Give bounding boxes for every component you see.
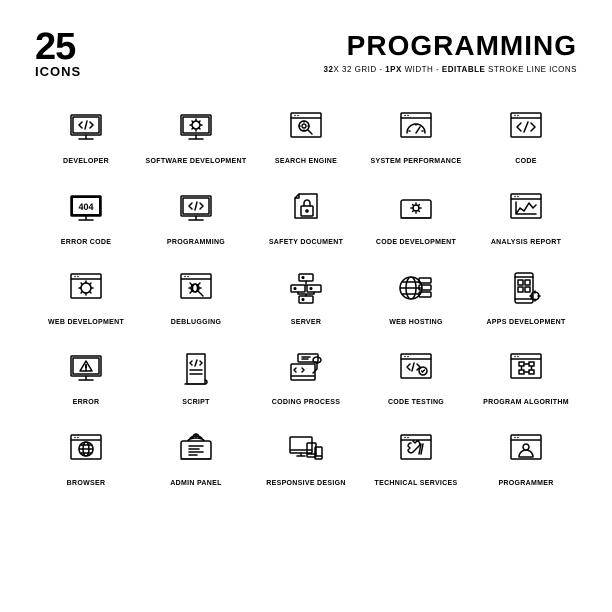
error-code-icon: 404	[62, 185, 110, 233]
icon-label: BROWSER	[67, 480, 106, 488]
admin-panel-icon	[172, 426, 220, 474]
icon-cell: PROGRAMMER	[475, 426, 577, 488]
set-title: PROGRAMMING	[324, 30, 577, 62]
subtitle-part: 1PX	[385, 65, 402, 74]
icon-label: DEBLUGGING	[171, 319, 221, 327]
browser-icon	[62, 426, 110, 474]
subtitle-part: STROKE LINE ICONS	[485, 65, 577, 74]
icon-cell: SERVER	[255, 265, 357, 327]
programmer-icon	[502, 426, 550, 474]
icon-cell: TECHNICAL SERVICES	[365, 426, 467, 488]
icon-label: ADMIN PANEL	[170, 480, 221, 488]
icon-label: CODE TESTING	[388, 399, 444, 407]
icon-label: WEB HOSTING	[389, 319, 442, 327]
debugging-icon	[172, 265, 220, 313]
icon-cell: CODING PROCESS	[255, 345, 357, 407]
program-algorithm-icon	[502, 345, 550, 393]
software-development-icon	[172, 104, 220, 152]
icon-cell: DEVELOPER	[35, 104, 137, 166]
icon-label: WEB DEVELOPMENT	[48, 319, 124, 327]
icon-label: SAFETY DOCUMENT	[269, 239, 343, 247]
icon-cell: PROGRAMMING	[145, 185, 247, 247]
title-block: PROGRAMMING 32X 32 GRID - 1PX WIDTH - ED…	[324, 30, 577, 74]
responsive-design-icon	[282, 426, 330, 474]
icon-label: PROGRAM ALGORITHM	[483, 399, 569, 407]
icon-label: PROGRAMMER	[498, 480, 553, 488]
icon-cell: SCRIPT	[145, 345, 247, 407]
safety-document-icon	[282, 185, 330, 233]
subtitle-part: 32 GRID -	[339, 65, 385, 74]
icon-cell: SYSTEM PERFORMANCE	[365, 104, 467, 166]
icon-count: 25	[35, 30, 81, 64]
icon-cell: ADMIN PANEL	[145, 426, 247, 488]
script-icon	[172, 345, 220, 393]
count-block: 25 ICONS	[35, 30, 81, 79]
icon-cell: RESPONSIVE DESIGN	[255, 426, 357, 488]
svg-text:404: 404	[78, 202, 93, 212]
icon-label: ERROR	[73, 399, 100, 407]
icon-cell: CODE DEVELOPMENT	[365, 185, 467, 247]
icon-label: APPS DEVELOPMENT	[486, 319, 565, 327]
system-performance-icon	[392, 104, 440, 152]
icon-label: PROGRAMMING	[167, 239, 225, 247]
icon-cell: CODE TESTING	[365, 345, 467, 407]
icon-label: ANALYSIS REPORT	[491, 239, 561, 247]
icon-label: SOFTWARE DEVELOPMENT	[146, 158, 247, 166]
search-engine-icon	[282, 104, 330, 152]
icon-label: TECHNICAL SERVICES	[375, 480, 458, 488]
icon-cell: BROWSER	[35, 426, 137, 488]
icon-label: CODING PROCESS	[272, 399, 340, 407]
icon-label: CODE	[515, 158, 536, 166]
server-icon	[282, 265, 330, 313]
programming-icon	[172, 185, 220, 233]
web-hosting-icon	[392, 265, 440, 313]
icon-count-label: ICONS	[35, 64, 81, 79]
icon-cell: WEB HOSTING	[365, 265, 467, 327]
error-icon	[62, 345, 110, 393]
header: 25 ICONS PROGRAMMING 32X 32 GRID - 1PX W…	[35, 30, 577, 79]
icon-label: SYSTEM PERFORMANCE	[371, 158, 462, 166]
subtitle-part: 32	[324, 65, 334, 74]
icon-cell: SEARCH ENGINE	[255, 104, 357, 166]
icon-label: SEARCH ENGINE	[275, 158, 337, 166]
icon-cell: 404 ERROR CODE	[35, 185, 137, 247]
icon-label: ERROR CODE	[61, 239, 111, 247]
technical-services-icon	[392, 426, 440, 474]
subtitle-part: WIDTH -	[402, 65, 442, 74]
icon-cell: CODE	[475, 104, 577, 166]
code-testing-icon	[392, 345, 440, 393]
analysis-report-icon	[502, 185, 550, 233]
icon-label: SERVER	[291, 319, 321, 327]
icon-cell: PROGRAM ALGORITHM	[475, 345, 577, 407]
subtitle-part: EDITABLE	[442, 65, 485, 74]
icon-cell: SAFETY DOCUMENT	[255, 185, 357, 247]
icon-cell: SOFTWARE DEVELOPMENT	[145, 104, 247, 166]
developer-icon	[62, 104, 110, 152]
code-icon	[502, 104, 550, 152]
icon-cell: ERROR	[35, 345, 137, 407]
apps-development-icon	[502, 265, 550, 313]
icon-cell: ANALYSIS REPORT	[475, 185, 577, 247]
web-development-icon	[62, 265, 110, 313]
subtitle: 32X 32 GRID - 1PX WIDTH - EDITABLE STROK…	[324, 65, 577, 74]
icon-label: RESPONSIVE DESIGN	[266, 480, 345, 488]
icon-label: DEVELOPER	[63, 158, 109, 166]
coding-process-icon	[282, 345, 330, 393]
icon-cell: APPS DEVELOPMENT	[475, 265, 577, 327]
icon-cell: WEB DEVELOPMENT	[35, 265, 137, 327]
code-development-icon	[392, 185, 440, 233]
icon-label: CODE DEVELOPMENT	[376, 239, 456, 247]
icon-cell: DEBLUGGING	[145, 265, 247, 327]
icon-grid: DEVELOPER SOFTWARE DEVELOPMENT SEARCH ENGI…	[35, 104, 577, 488]
icon-label: SCRIPT	[182, 399, 209, 407]
